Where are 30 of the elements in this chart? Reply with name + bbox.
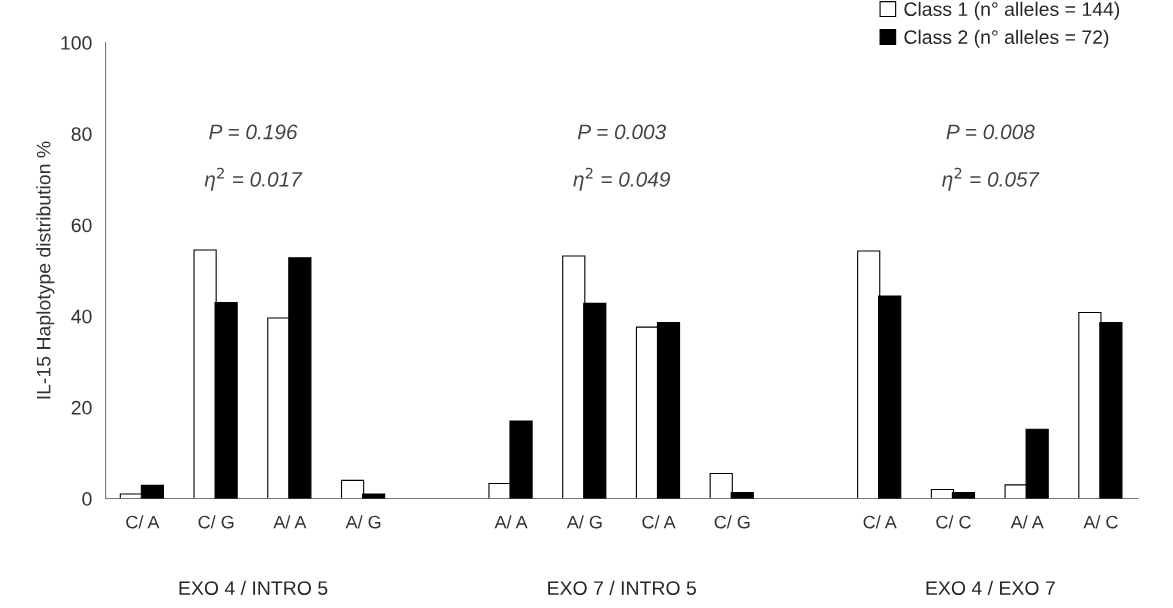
text: EXO 4 / INTRO 5 xyxy=(179,580,328,595)
x-tick-label: A/ A xyxy=(1010,515,1044,529)
x-tick-label: A/ C xyxy=(1083,515,1118,529)
x-tick-label: A/ G xyxy=(345,515,381,529)
text: EXO 7 / INTRO 5 xyxy=(548,580,696,595)
x-tick-label: A/ G xyxy=(566,515,602,529)
y-tick-label: 0 xyxy=(82,492,92,506)
y-axis-title: IL-15 Haplotype distribution % xyxy=(36,141,55,399)
annotation: η$^{2}$ = 0.017 xyxy=(204,167,303,191)
legend-label: Class 2 (n° alleles = 72) xyxy=(904,29,1109,48)
text: EXO 4 / EXO 7 xyxy=(926,580,1055,595)
annotation: P = 0.008 xyxy=(946,124,1035,140)
y-tick-label: 100 xyxy=(61,36,92,50)
legend-label: Class 1 (n° alleles = 144) xyxy=(904,1,1120,20)
y-tick-label: 60 xyxy=(71,218,92,233)
x-tick-label: C/ C xyxy=(936,515,971,529)
x-tick-label: C/ G xyxy=(198,515,234,529)
y-tick-label: 20 xyxy=(71,400,92,415)
annotation: P = 0.003 xyxy=(577,124,666,140)
x-tick-label: C/ G xyxy=(714,515,750,529)
annotation: η$^{2}$ = 0.049 xyxy=(573,167,670,191)
annotation: P = 0.196 xyxy=(209,124,298,140)
x-tick-label: C/ A xyxy=(863,515,897,529)
x-tick-label: A/ A xyxy=(494,515,528,529)
x-tick-label: A/ A xyxy=(273,515,307,529)
x-tick-label: C/ A xyxy=(126,515,160,529)
y-tick-label: 80 xyxy=(71,127,92,141)
annotation: η$^{2}$ = 0.057 xyxy=(942,167,1040,191)
x-tick-label: C/ A xyxy=(642,515,676,529)
y-tick-label: 40 xyxy=(71,309,92,324)
